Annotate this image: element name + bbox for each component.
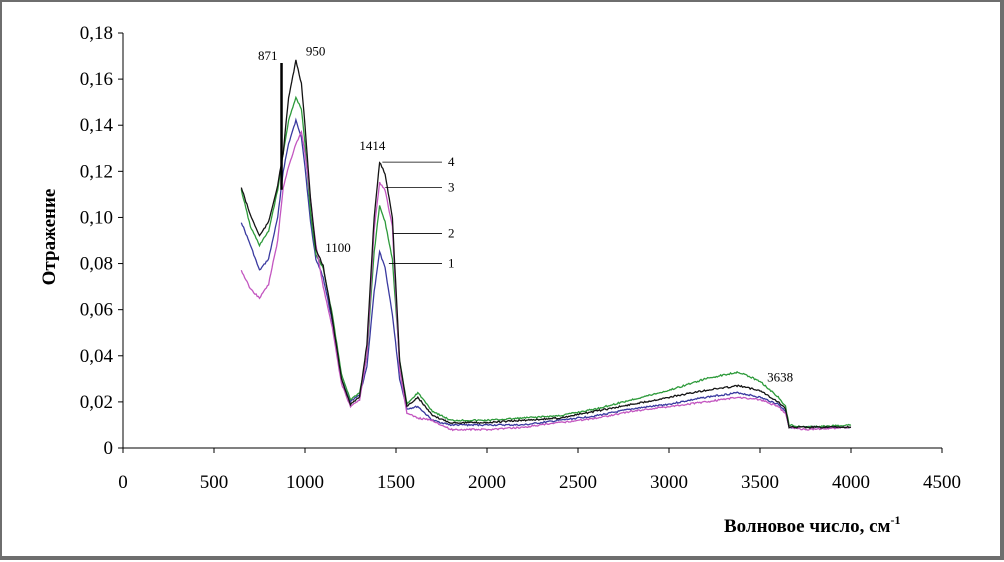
y-tick-label: 0,08 (80, 254, 113, 275)
x-tick-label: 3500 (741, 472, 779, 493)
x-tick-label: 0 (118, 472, 128, 493)
series-layer (240, 59, 852, 432)
axes: 0 0,02 0,04 0,06 0,08 0,10 0,12 0,14 0,16 0,18 0 50… (80, 23, 961, 493)
y-tick-label: 0,04 (80, 346, 114, 367)
x-axis-title-text: Волновое число, см (724, 516, 891, 537)
x-tick-label: 2000 (468, 472, 506, 493)
y-tick-label: 0,12 (80, 161, 113, 182)
x-tick-label: 1000 (286, 472, 324, 493)
y-tick-label: 0,06 (80, 300, 113, 321)
series-label-1: 1 (448, 256, 455, 271)
peak-label-3638: 3638 (767, 369, 793, 384)
x-tick-label: 4000 (832, 472, 870, 493)
x-tick-label: 4500 (923, 472, 961, 493)
series-line-4 (240, 59, 852, 429)
x-axis-title-superscript: -1 (891, 513, 901, 527)
series-line-2 (240, 95, 852, 429)
series-label-4: 4 (448, 154, 455, 169)
x-tick-label: 1500 (377, 472, 415, 493)
series-line-3 (240, 129, 852, 432)
y-tick-label: 0,02 (80, 392, 113, 413)
series-label-3: 3 (448, 179, 455, 194)
y-tick-label: 0,14 (80, 115, 114, 136)
x-tick-label: 500 (200, 472, 229, 493)
y-tick-label: 0,10 (80, 207, 113, 228)
y-tick-label: 0,18 (80, 23, 113, 44)
peak-label-1414: 1414 (359, 138, 386, 153)
x-tick-label: 3000 (650, 472, 688, 493)
peak-label-1100: 1100 (325, 240, 351, 255)
peak-label-871: 871 (258, 48, 278, 63)
y-tick-label: 0,16 (80, 69, 113, 90)
x-tick-label: 2500 (559, 472, 597, 493)
series-label-2: 2 (448, 226, 455, 241)
annotation-layer: 871 950 1100 1414 3638 4 3 2 1 (258, 44, 793, 385)
peak-label-950: 950 (306, 44, 326, 59)
x-axis-title: Волновое число, см-1 (724, 513, 901, 537)
y-axis-title: Отражение (39, 189, 60, 286)
y-tick-label: 0 (104, 438, 114, 459)
